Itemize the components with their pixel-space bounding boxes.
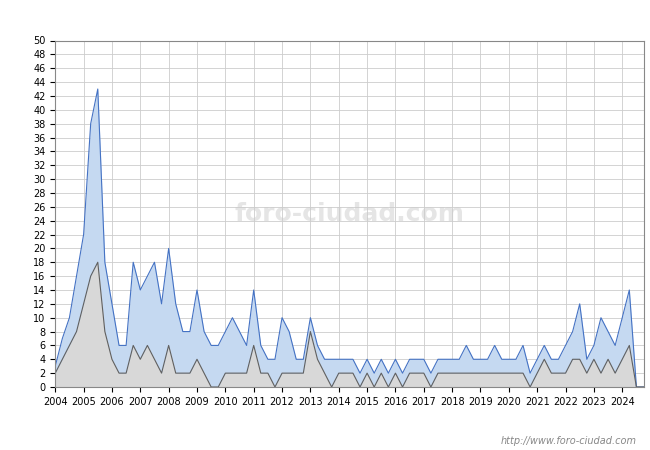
Text: http://www.foro-ciudad.com: http://www.foro-ciudad.com — [501, 436, 637, 446]
Text: foro-ciudad.com: foro-ciudad.com — [235, 202, 464, 226]
Text: A Rúa - Evolucion del Nº de Transacciones Inmobiliarias: A Rúa - Evolucion del Nº de Transaccione… — [87, 13, 563, 28]
